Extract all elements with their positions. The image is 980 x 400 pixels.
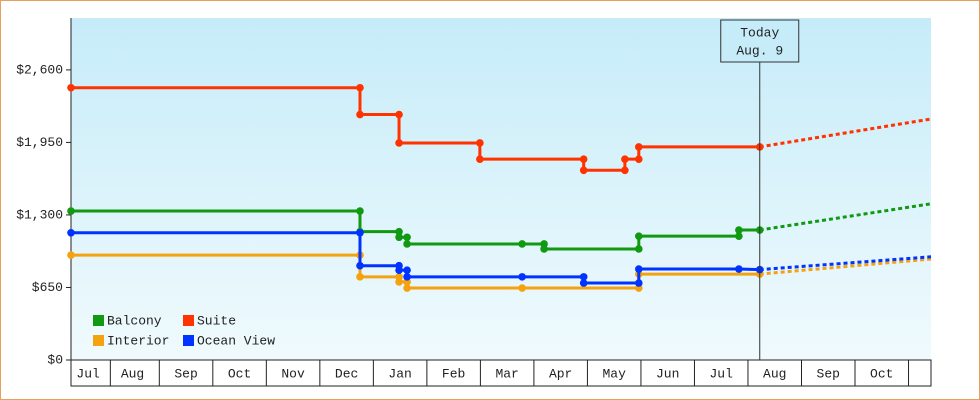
forecast-line [759, 202, 932, 232]
point [735, 265, 743, 273]
point [356, 110, 364, 119]
x-tick-label: Jan [388, 366, 411, 381]
forecast-line [759, 255, 932, 272]
legend-label: Suite [197, 313, 236, 328]
point [403, 266, 411, 274]
point [635, 245, 643, 253]
point [356, 207, 364, 215]
point [395, 233, 403, 242]
legend-swatch [183, 315, 194, 326]
point [403, 240, 411, 248]
point [518, 273, 526, 281]
y-tick-label: $1,950 [16, 135, 63, 150]
today-label: Today [740, 25, 779, 40]
x-tick-label: Sep [817, 366, 840, 381]
x-tick-label: Feb [442, 366, 465, 381]
point [67, 251, 75, 259]
forecast-line [759, 117, 932, 149]
point [67, 83, 75, 92]
point [635, 232, 643, 240]
point [395, 227, 403, 236]
y-tick-label: $0 [47, 352, 63, 367]
point [395, 139, 403, 147]
point [67, 207, 75, 215]
forecast-line [759, 257, 932, 276]
x-tick-label: Jun [656, 366, 679, 381]
legend-swatch [93, 335, 104, 346]
point [476, 139, 484, 147]
x-tick-label: May [602, 366, 626, 381]
point [476, 155, 484, 163]
point [579, 166, 588, 175]
point [635, 143, 643, 151]
point [356, 83, 364, 92]
x-tick-label: Jul [76, 366, 100, 381]
plot-area [71, 18, 931, 360]
point [579, 279, 588, 287]
legend-swatch [183, 335, 194, 346]
y-tick-label: $1,300 [16, 207, 63, 222]
legend-label: Interior [107, 333, 169, 348]
point [356, 228, 364, 237]
today-label: Aug. 9 [736, 43, 783, 58]
point [356, 261, 364, 270]
point [403, 233, 411, 242]
legend-label: Balcony [107, 313, 162, 328]
point [518, 284, 526, 292]
x-axis-band [70, 359, 932, 387]
today-box [720, 19, 800, 63]
point [67, 228, 75, 237]
point [356, 273, 364, 281]
point [518, 240, 526, 248]
x-tick-label: Aug [763, 366, 786, 381]
point [403, 273, 411, 281]
legend-label: Ocean View [197, 333, 275, 348]
x-tick-label: Dec [335, 366, 358, 381]
point [635, 279, 643, 287]
point [540, 245, 548, 253]
point [579, 273, 588, 281]
y-tick-label: $650 [32, 280, 63, 295]
y-tick-label: $2,600 [16, 62, 63, 77]
point [635, 155, 643, 163]
x-tick-label: Oct [870, 366, 893, 381]
x-tick-label: Oct [228, 366, 251, 381]
x-tick-label: Aug [121, 366, 144, 381]
x-tick-label: Mar [495, 366, 518, 381]
x-tick-label: Apr [549, 366, 572, 381]
point [621, 166, 629, 175]
x-tick-label: Jul [710, 366, 734, 381]
point [579, 155, 588, 163]
legend-swatch [93, 315, 104, 326]
point [403, 284, 411, 292]
point [395, 266, 403, 274]
point [735, 226, 743, 234]
point [635, 265, 643, 273]
point [735, 232, 743, 240]
point [621, 155, 629, 163]
x-tick-label: Nov [281, 366, 305, 381]
x-tick-label: Sep [174, 366, 197, 381]
point [395, 278, 403, 286]
point [395, 110, 403, 119]
